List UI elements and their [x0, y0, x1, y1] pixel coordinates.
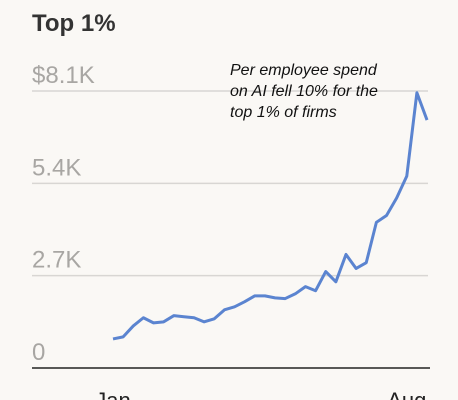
x-tick-label: Jan [95, 388, 130, 400]
annotation: Per employee spend on AI fell 10% for th… [230, 62, 378, 121]
chart-title: Top 1% [32, 10, 116, 37]
y-tick-label: 5.4K [32, 154, 81, 181]
data-line [112, 91, 429, 341]
y-tick-label: $8.1K [32, 62, 95, 89]
y-tick-label: 2.7K [32, 247, 81, 274]
y-tick-label: 0 [32, 339, 45, 366]
x-tick-label: Aug [387, 388, 426, 400]
